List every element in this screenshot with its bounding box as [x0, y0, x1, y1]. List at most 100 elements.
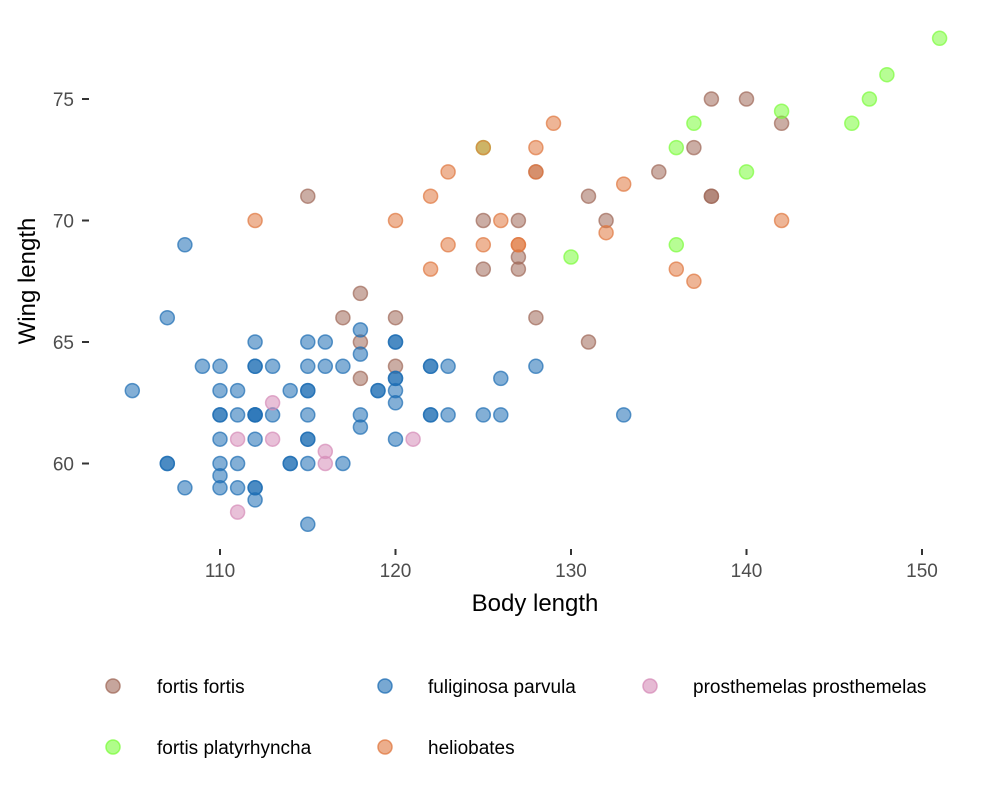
data-point	[387, 431, 404, 447]
legend-marker-icon	[105, 678, 121, 694]
data-point	[177, 480, 193, 496]
data-point	[317, 358, 334, 375]
series-fuliginosa-parvula	[124, 237, 632, 533]
data-point	[352, 285, 369, 302]
legend-item-fortis-platyrhyncha: fortis platyrhyncha	[105, 738, 312, 759]
series-heliobates	[247, 115, 790, 290]
data-point	[229, 480, 246, 496]
data-point	[615, 407, 632, 423]
data-point	[212, 431, 228, 447]
data-point	[475, 261, 492, 277]
data-point	[615, 176, 632, 192]
data-point	[282, 382, 298, 399]
data-point	[422, 407, 439, 423]
legend-label: fortis platyrhyncha	[157, 738, 312, 759]
x-tick-label: 120	[380, 561, 412, 582]
plot-area	[124, 30, 948, 533]
data-point	[475, 139, 492, 156]
data-point	[387, 334, 404, 350]
data-point	[212, 407, 228, 423]
data-point	[475, 407, 492, 423]
data-point	[738, 164, 755, 180]
data-point	[370, 382, 386, 399]
data-point	[387, 395, 404, 411]
data-point	[493, 407, 509, 423]
data-point	[668, 261, 685, 277]
legend-item-heliobates: heliobates	[377, 738, 515, 759]
data-point	[317, 334, 334, 350]
data-point	[124, 382, 141, 399]
data-point	[668, 237, 685, 253]
data-point	[773, 212, 790, 229]
data-point	[300, 455, 316, 472]
data-point	[440, 407, 456, 423]
data-point	[229, 407, 246, 423]
legend-marker-icon	[642, 678, 658, 694]
data-point	[212, 382, 228, 399]
data-point	[773, 103, 790, 119]
data-point	[300, 431, 316, 447]
data-point	[335, 455, 351, 472]
data-point	[159, 309, 176, 326]
y-tick-label: 65	[53, 333, 74, 354]
x-axis-title: Body length	[472, 590, 599, 617]
data-point	[387, 212, 404, 229]
legend-item-prosthemelas-prosthemelas: prosthemelas prosthemelas	[642, 677, 926, 698]
data-point	[352, 419, 369, 435]
data-point	[493, 212, 509, 229]
legend-label: fuliginosa parvula	[428, 677, 576, 698]
data-point	[475, 212, 492, 229]
data-point	[300, 407, 316, 423]
data-point	[686, 115, 702, 132]
legend-item-fuliginosa-parvula: fuliginosa parvula	[377, 677, 576, 698]
data-point	[703, 91, 720, 107]
y-axis: 60 65 70 75	[53, 90, 89, 476]
data-point	[352, 346, 369, 362]
data-point	[177, 237, 193, 253]
legend: fortis fortis fuliginosa parvula prosthe…	[105, 677, 926, 759]
data-point	[229, 504, 246, 520]
data-point	[247, 431, 263, 447]
data-point	[545, 115, 562, 132]
x-tick-label: 130	[555, 561, 587, 582]
data-point	[387, 309, 404, 326]
data-point	[229, 431, 246, 447]
data-point	[580, 334, 597, 350]
legend-marker-icon	[377, 739, 393, 755]
legend-label: fortis fortis	[157, 677, 245, 698]
data-point	[264, 358, 281, 375]
data-point	[686, 139, 702, 156]
y-tick-label: 75	[53, 90, 74, 111]
legend-item-fortis-fortis: fortis fortis	[105, 677, 245, 698]
data-point	[422, 261, 439, 277]
data-point	[352, 322, 369, 338]
data-point	[247, 334, 263, 350]
data-point	[300, 382, 316, 399]
data-point	[300, 334, 316, 350]
x-tick-label: 140	[731, 561, 763, 582]
data-point	[247, 358, 263, 375]
data-point	[264, 395, 281, 411]
data-point	[528, 164, 544, 180]
data-point	[528, 139, 544, 156]
data-point	[528, 358, 544, 375]
data-point	[493, 370, 509, 387]
data-point	[510, 261, 527, 277]
data-point	[879, 66, 895, 83]
data-point	[668, 139, 685, 156]
data-point	[651, 164, 667, 180]
series-fortis-platyrhyncha	[475, 30, 948, 265]
data-point	[738, 91, 755, 107]
data-point	[422, 358, 439, 375]
data-point	[264, 431, 281, 447]
data-point	[580, 188, 597, 204]
y-axis-title: Wing length	[14, 218, 41, 345]
legend-label: prosthemelas prosthemelas	[693, 677, 926, 698]
series-fortis-fortis	[300, 91, 790, 387]
data-point	[300, 516, 316, 533]
data-point	[352, 370, 369, 387]
data-point	[229, 455, 246, 472]
data-point	[844, 115, 860, 132]
data-point	[440, 164, 456, 180]
